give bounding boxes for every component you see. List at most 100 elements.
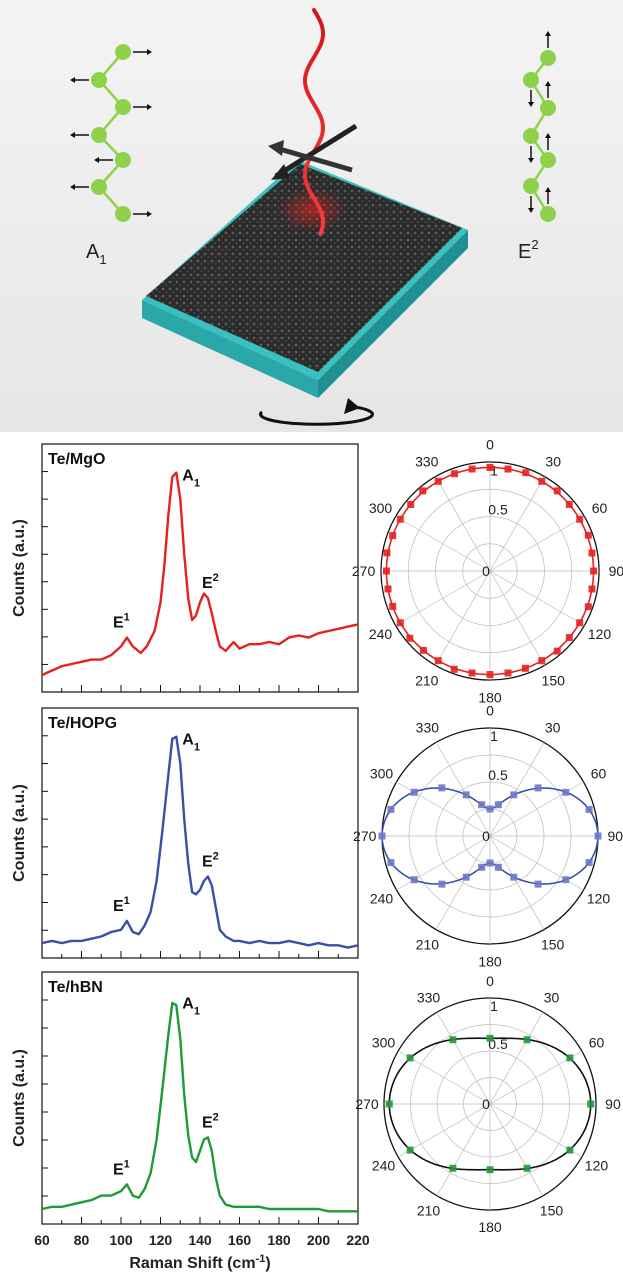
polar-data-point [553,487,561,495]
a1-mode-chain: A1 [70,44,152,267]
polar-angle-label: 210 [417,1202,441,1218]
x-tick-label: 100 [109,1232,133,1248]
polar-data-point [562,788,570,796]
polar-data-point [449,1164,457,1172]
polar-data-point [565,634,573,642]
polar-angle-label: 120 [588,626,612,642]
polar-radial-label: 0.5 [488,502,508,518]
polar-plot-mgo: 0 30 60 90 120 150 180 210 240 270 300 330 0 0.5 1 [352,437,623,706]
polar-spoke [395,570,491,626]
polar-data-point [451,470,459,478]
panel-frame [41,443,359,693]
polar-data-point [534,784,542,792]
a1-mode-label: A1 [86,241,107,267]
polar-data-point [406,1146,414,1154]
polar-data-point [576,515,584,523]
arrow-head [70,132,75,138]
substrate-left-side [142,300,318,398]
polar-angle-label: 120 [587,891,611,907]
raman-y-axis-title: Counts (a.u.) [11,1049,28,1147]
sample-substrate [142,160,468,398]
polar-spoke [435,742,491,837]
polar-data-point [494,863,502,871]
polar-data-point [510,873,518,881]
polar-data-point [407,500,415,508]
spectrum-line [41,471,359,677]
peak-label-a1: A1 [182,996,200,1018]
polar-radial-label: 0 [482,1096,490,1112]
polar-data-point [385,1100,393,1108]
polar-data-point [562,876,570,884]
panel-frame [41,707,359,959]
polar-data-point [534,880,542,888]
panel-title: Te/HOPG [48,715,117,732]
arrow-head [147,49,152,55]
spectrum-line [41,1001,358,1213]
tellurium-film [146,164,462,372]
polar-spoke [489,570,585,626]
polar-angle-label: 180 [478,689,502,705]
polar-data-point [565,500,573,508]
raman-spectra: Te/MgO E1 A1 E2 Te/HOPG E1 A1 E2 Te/hBN E1 A1 E2 [41,443,359,1225]
polar-spoke [489,1012,544,1105]
polar-angle-label: 90 [605,1096,621,1112]
polar-data-point [585,805,593,813]
polar-data-point [434,477,442,485]
peak-label-e2: E2 [202,1111,219,1131]
polar-angle-label: 240 [369,626,393,642]
polar-data-point [585,859,593,867]
polar-angle-label: 240 [372,1157,396,1173]
polar-data-point [584,531,592,539]
polar-angle-label: 30 [545,453,561,469]
polar-angle-label: 270 [355,1096,379,1112]
polar-data-point [462,791,470,799]
polar-data-point [584,603,592,611]
polar-data-point [419,646,427,654]
polar-data-point [384,585,392,593]
atom [540,152,556,168]
atom [91,72,107,88]
e2-mode-label: E2 [518,237,539,263]
polar-data-point [450,665,458,673]
polar-data-point [410,876,418,884]
polar-data-point [486,1166,494,1174]
polar-spoke [489,516,585,572]
x-tick-label: 120 [149,1232,173,1248]
raman-panel-hopg: Te/HOPG E1 A1 E2 [41,707,359,959]
polar-data-point [523,1036,531,1044]
peak-label-e1: E1 [113,1158,130,1178]
polar-data-point [594,832,602,840]
polar-data-point [434,657,442,665]
polar-data-point [566,1146,574,1154]
arrow-head [545,31,551,36]
polar-data-point [588,549,596,557]
raman-x-axis: 60 80 100 120 140 160 180 200 220 [34,1232,370,1248]
arrow-head [94,157,99,163]
polar-radial-label: 1 [490,728,498,744]
arrow-head [545,81,551,86]
polar-radial-label: 0.5 [488,767,508,783]
polar-data-point [553,647,561,655]
polar-angle-label: 180 [478,1219,502,1235]
polar-angle-label: 30 [545,720,561,736]
arrow-head [545,133,551,138]
illustration-panel: A1 E2 [0,0,623,432]
polar-angle-label: 150 [541,936,565,952]
arrow-head [70,77,75,83]
polar-data-point [576,619,584,627]
raman-x-axis-title: Raman Shift (cm-1) [129,1253,270,1272]
polar-spoke [489,835,545,930]
polar-data-point [419,487,427,495]
polar-data-point [588,585,596,593]
atom [540,100,556,116]
polar-angle-label: 210 [415,673,439,689]
polar-radial-label: 1 [490,462,498,478]
polar-angle-label: 0 [486,703,494,719]
polar-data-point [486,671,494,679]
x-tick-label: 220 [346,1232,370,1248]
polar-angle-label: 90 [607,828,623,844]
polar-spoke [489,570,545,666]
polar-data-point [396,619,404,627]
atom [523,128,539,144]
